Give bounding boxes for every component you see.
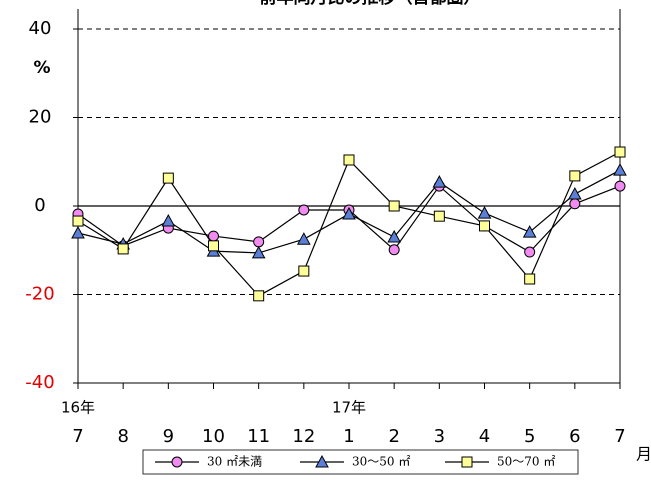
marker bbox=[253, 236, 265, 248]
marker bbox=[388, 200, 400, 212]
marker bbox=[208, 240, 219, 252]
marker bbox=[315, 454, 329, 468]
year-label: 17年 bbox=[332, 399, 366, 417]
y-tick-label: -40 bbox=[25, 372, 54, 393]
marker bbox=[432, 175, 447, 188]
y-tick-label: 40 bbox=[29, 18, 52, 39]
y-unit: % bbox=[33, 58, 50, 78]
marker bbox=[567, 187, 582, 200]
marker bbox=[388, 244, 400, 256]
y-tick-label: 20 bbox=[29, 107, 52, 128]
marker bbox=[569, 198, 581, 210]
x-tick-label: 3 bbox=[434, 426, 445, 447]
marker bbox=[569, 170, 581, 182]
x-tick-label: 7 bbox=[72, 426, 83, 447]
legend-box bbox=[142, 449, 579, 475]
marker bbox=[524, 273, 536, 285]
y-tick-label: 0 bbox=[34, 195, 45, 216]
legend-label: 30～50 ㎡ bbox=[352, 455, 410, 469]
x-tick-label: 8 bbox=[117, 426, 128, 447]
marker bbox=[208, 230, 219, 242]
marker bbox=[343, 154, 355, 166]
x-tick-label: 1 bbox=[343, 426, 354, 447]
marker bbox=[72, 215, 84, 227]
year-label: 16年 bbox=[61, 399, 95, 417]
marker bbox=[117, 243, 129, 255]
marker bbox=[298, 265, 310, 277]
legend-label: 30 ㎡未満 bbox=[207, 455, 262, 469]
y-tick-label: -20 bbox=[25, 284, 54, 305]
marker bbox=[479, 220, 490, 232]
x-unit: 月 bbox=[636, 445, 651, 464]
x-tick-label: 2 bbox=[388, 426, 399, 447]
chart-title: 前年同月比の推移（首都圏） bbox=[260, 0, 481, 8]
marker bbox=[298, 204, 310, 216]
x-tick-label: 5 bbox=[524, 426, 535, 447]
marker bbox=[387, 229, 402, 243]
x-tick-label: 10 bbox=[202, 426, 225, 447]
x-tick-label: 11 bbox=[247, 426, 270, 447]
x-tick-label: 9 bbox=[163, 426, 174, 447]
marker bbox=[433, 210, 445, 222]
marker bbox=[342, 206, 356, 220]
marker bbox=[522, 225, 537, 238]
x-tick-label: 7 bbox=[614, 426, 625, 447]
x-tick-label: 4 bbox=[479, 426, 490, 447]
x-tick-label: 6 bbox=[569, 426, 580, 447]
marker bbox=[161, 214, 176, 227]
legend-label: 50～70 ㎡ bbox=[497, 455, 555, 469]
marker bbox=[614, 146, 626, 158]
marker bbox=[71, 225, 85, 239]
marker bbox=[171, 456, 183, 468]
marker bbox=[251, 245, 266, 259]
marker bbox=[162, 172, 174, 184]
marker bbox=[614, 180, 626, 192]
marker bbox=[296, 232, 311, 245]
marker bbox=[613, 163, 627, 176]
marker bbox=[477, 206, 492, 219]
x-tick-label: 12 bbox=[292, 426, 315, 447]
marker bbox=[461, 456, 473, 468]
marker bbox=[253, 290, 265, 302]
marker bbox=[524, 246, 536, 258]
